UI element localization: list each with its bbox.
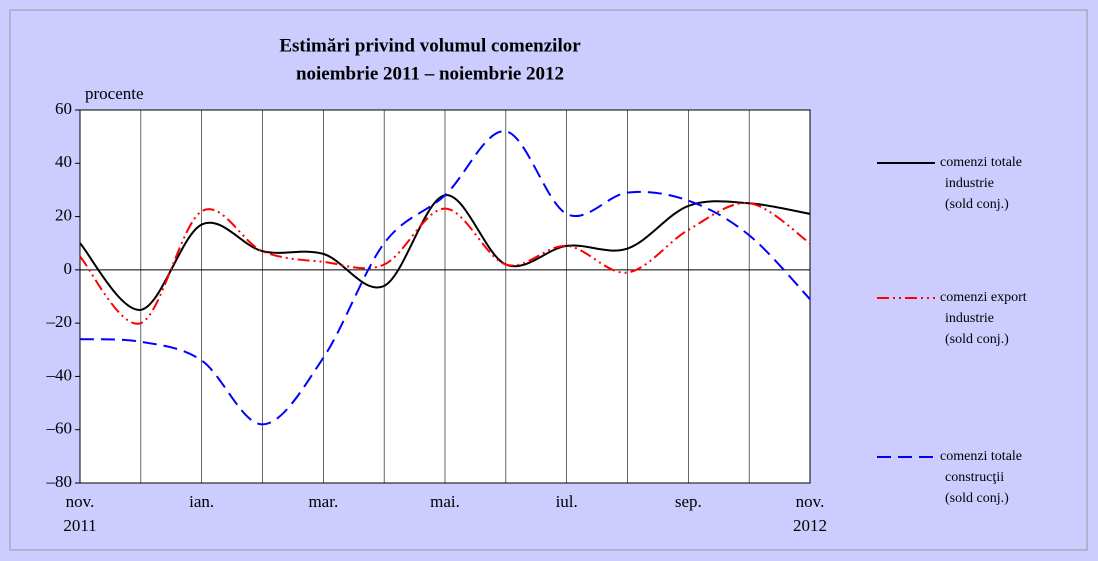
legend-label: comenzi totale industrie (sold conj.) (940, 155, 1022, 212)
y-axis-label: procente (85, 84, 144, 103)
x-tick-label: nov. 2012 (793, 492, 827, 535)
y-tick-label: –20 (46, 312, 73, 331)
y-tick-label: 20 (55, 205, 72, 224)
x-tick-label: mai. (430, 492, 460, 511)
x-tick-label: ian. (189, 492, 214, 511)
x-tick-label: iul. (556, 492, 578, 511)
chart-title: Estimări privind volumul comenzilor (279, 35, 581, 56)
y-tick-label: 60 (55, 99, 72, 118)
y-tick-label: 40 (55, 152, 72, 171)
legend-label: comenzi totale construcţii (sold conj.) (940, 449, 1022, 506)
x-tick-label: sep. (675, 492, 702, 511)
y-tick-label: 0 (64, 259, 73, 278)
chart-subtitle: noiembrie 2011 – noiembrie 2012 (296, 63, 564, 84)
y-tick-label: –60 (46, 419, 73, 438)
legend-label: comenzi export industrie (sold conj.) (940, 290, 1027, 347)
series-line (79, 202, 811, 325)
frame (9, 9, 1088, 551)
y-tick-label: –40 (46, 365, 73, 384)
series-line (79, 194, 811, 311)
series-line (79, 130, 811, 426)
x-tick-label: nov. 2011 (63, 492, 96, 535)
y-tick-label: –80 (46, 472, 73, 491)
x-tick-label: mar. (308, 492, 338, 511)
